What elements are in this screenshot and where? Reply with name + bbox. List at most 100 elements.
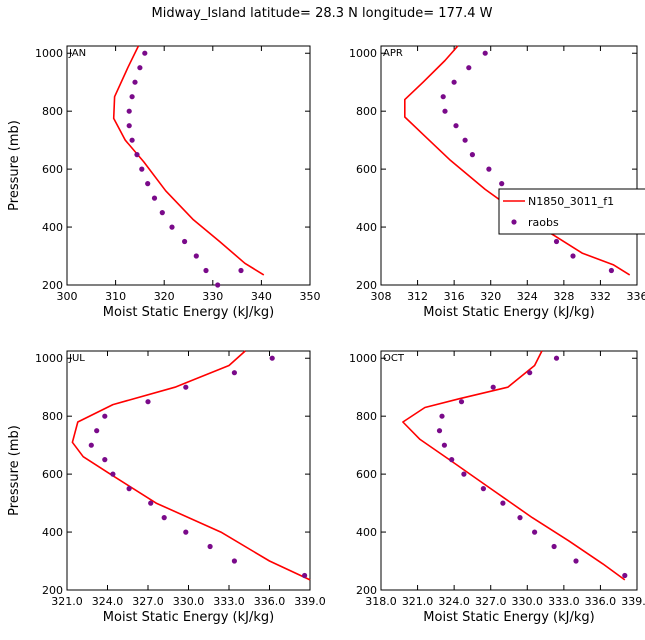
apr-ytick-label: 800 [356, 105, 377, 118]
jan-raobs-point [129, 94, 135, 100]
apr-xtick-label: 312 [407, 290, 428, 303]
apr-raobs-point [570, 253, 576, 259]
apr-raobs-point [466, 65, 472, 71]
jan-xlabel: Moist Static Energy (kJ/kg) [103, 305, 274, 320]
jan-ytick-label: 200 [42, 279, 63, 292]
jul-xtick-label: 333.0 [213, 595, 245, 608]
oct-raobs-point [480, 486, 486, 492]
jan-ytick-label: 1000 [35, 47, 63, 60]
apr-raobs-point [469, 152, 475, 158]
jul-xlabel: Moist Static Energy (kJ/kg) [103, 610, 274, 625]
apr-xlabel: Moist Static Energy (kJ/kg) [423, 305, 594, 320]
oct-ytick-label: 600 [356, 468, 377, 481]
apr-xtick-label: 308 [371, 290, 392, 303]
apr-raobs-point [553, 238, 560, 245]
oct-raobs-point [553, 355, 560, 361]
jan-raobs-point [134, 152, 140, 158]
apr-model-line [403, 45, 631, 276]
oct-xtick-label: 336.0 [585, 595, 617, 608]
jul-raobs-point [94, 428, 100, 434]
jul-raobs-point [231, 558, 237, 564]
jan-raobs-point [203, 267, 209, 274]
apr-panel-label: APR [383, 48, 403, 59]
jan-raobs-point [238, 267, 244, 274]
apr-plot-frame [380, 45, 638, 286]
jul-raobs-point [88, 442, 94, 448]
oct-raobs-point [439, 413, 445, 419]
jan-raobs-point [139, 166, 145, 172]
oct-xtick-label: 333.0 [548, 595, 580, 608]
jul-raobs-point [110, 471, 116, 477]
jan-raobs-point [132, 79, 138, 85]
apr-ytick-label: 1000 [349, 47, 377, 60]
oct-raobs-point [436, 428, 443, 434]
oct-raobs-point [573, 558, 579, 564]
apr-raobs-point [462, 137, 468, 143]
apr-raobs-point [499, 181, 505, 187]
apr-xtick-label: 336 [627, 290, 645, 303]
oct-xtick-label: 330.0 [512, 595, 544, 608]
oct-raobs-point [551, 543, 557, 550]
apr-raobs-point [608, 267, 615, 274]
oct-raobs-point [527, 370, 533, 376]
jan-raobs-point [126, 123, 132, 129]
apr-xtick-label: 316 [444, 290, 465, 303]
legend-raobs-label: raobs [528, 216, 559, 229]
oct-xtick-label: 339.0 [621, 595, 645, 608]
jul-xtick-label: 336.0 [254, 595, 286, 608]
jan-raobs-point [142, 50, 148, 56]
apr-raobs-point [442, 108, 448, 114]
apr-raobs-point [453, 123, 459, 129]
apr-ytick-label: 400 [356, 221, 377, 234]
oct-plot-frame [380, 350, 638, 591]
oct-model-line [402, 350, 626, 581]
jul-raobs-point [183, 384, 189, 390]
apr-xtick-label: 332 [590, 290, 611, 303]
jul-raobs-point [148, 500, 154, 506]
jan-ytick-label: 600 [42, 163, 63, 176]
oct-ytick-label: 200 [356, 584, 377, 597]
jan-raobs-point [193, 253, 199, 259]
oct-raobs-point [449, 457, 455, 463]
apr-xtick-label: 324 [517, 290, 538, 303]
jul-raobs-point [207, 543, 213, 550]
jan-xtick-label: 320 [154, 290, 175, 303]
jul-xtick-label: 339.0 [294, 595, 326, 608]
oct-xtick-label: 324.0 [438, 595, 470, 608]
jan-ylabel: Pressure (mb) [7, 120, 22, 211]
jul-xtick-label: 321.0 [51, 595, 83, 608]
oct-raobs-point [500, 500, 506, 506]
oct-xtick-label: 321.0 [402, 595, 434, 608]
oct-ytick-label: 800 [356, 410, 377, 423]
jan-raobs-point [169, 224, 175, 230]
apr-raobs-point [486, 166, 492, 172]
jul-ytick-label: 600 [42, 468, 63, 481]
oct-raobs-point [532, 529, 538, 535]
jan-raobs-point [129, 137, 135, 143]
jul-raobs-point [231, 370, 237, 376]
jul-xtick-label: 327.0 [132, 595, 164, 608]
apr-ytick-label: 600 [356, 163, 377, 176]
jan-raobs-point [151, 195, 158, 201]
jul-xtick-label: 330.0 [173, 595, 205, 608]
apr-ytick-label: 200 [356, 279, 377, 292]
jan-xtick-label: 310 [105, 290, 126, 303]
apr-raobs-point [440, 94, 446, 100]
oct-raobs-point [441, 442, 447, 448]
oct-raobs-point [458, 399, 465, 405]
jan-ytick-label: 800 [42, 105, 63, 118]
oct-raobs-point [622, 572, 628, 579]
jul-ytick-label: 200 [42, 584, 63, 597]
jan-raobs-point [126, 108, 132, 114]
jan-model-line [112, 45, 265, 276]
oct-raobs-point [517, 515, 523, 521]
jul-panel-label: JUL [68, 353, 85, 364]
jan-xtick-label: 350 [300, 290, 321, 303]
jan-raobs-point [145, 181, 151, 187]
jul-raobs-point [161, 515, 167, 521]
oct-xtick-label: 327.0 [475, 595, 507, 608]
jul-raobs-point [102, 413, 108, 419]
oct-ytick-label: 1000 [349, 352, 377, 365]
jan-xtick-label: 300 [57, 290, 78, 303]
jul-raobs-point [269, 355, 275, 361]
